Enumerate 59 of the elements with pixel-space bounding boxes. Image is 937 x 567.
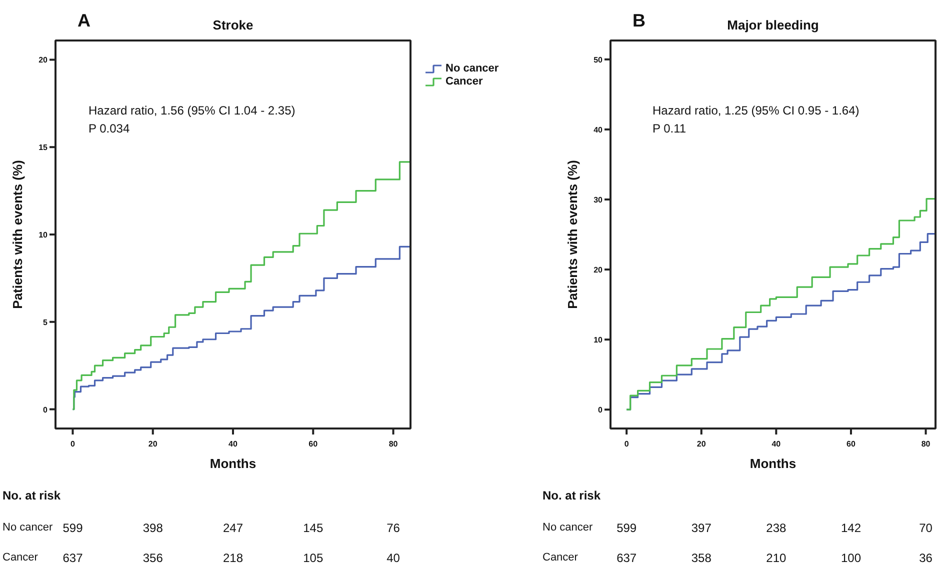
y-tick-label: 20 — [38, 56, 48, 65]
chart-subtitle: B — [632, 10, 646, 30]
text: 398 — [142, 521, 164, 535]
y-axis-title: Patients with events (%) — [565, 160, 580, 309]
text: 100 — [840, 551, 862, 565]
text: No. at risk — [542, 488, 601, 502]
x-tick-label: 20 — [696, 440, 706, 448]
legend-label: Cancer — [446, 76, 484, 88]
y-tick-label: 20 — [594, 266, 604, 275]
y-axis-title: Patients with events (%) — [10, 160, 25, 309]
y-tick-label: 5 — [43, 318, 48, 327]
x-tick-label: 80 — [921, 440, 931, 448]
text: 210 — [766, 551, 787, 565]
x-tick-label: 60 — [308, 440, 318, 448]
annotation: Hazard ratio, 1.56 (95% CI 1.04 - 2.35) P 0.034 — [88, 104, 296, 136]
x-tick-label: 40 — [228, 440, 238, 448]
y-tick-label: 10 — [594, 336, 604, 345]
x-tick-label: 20 — [148, 440, 158, 448]
annotation: Hazard ratio, 1.25 (95% CI 0.95 - 1.64) P 0.11 — [652, 104, 860, 136]
text: 218 — [222, 551, 244, 565]
x-axis-title: Months — [750, 456, 796, 471]
y-tick-label: 50 — [594, 55, 604, 64]
x-tick-label: 0 — [624, 440, 630, 448]
text: 637 — [62, 551, 84, 565]
text: No cancer — [542, 522, 593, 534]
chart-title: Stroke — [212, 18, 254, 32]
chart-title: Major bleeding — [727, 18, 819, 32]
text: 356 — [142, 551, 164, 565]
y-tick-label: 40 — [594, 125, 604, 134]
x-tick-label: 0 — [70, 440, 76, 448]
x-axis-title: Months — [210, 456, 256, 471]
chart-subtitle: A — [78, 10, 90, 30]
y-tick-label: 0 — [598, 406, 604, 415]
text: 637 — [616, 551, 637, 565]
text: 142 — [840, 521, 862, 535]
text: 599 — [616, 521, 637, 535]
text: 76 — [386, 521, 400, 535]
x-tick-label: 80 — [388, 440, 398, 448]
legend-label: No cancer — [446, 62, 500, 74]
text: No. at risk — [2, 488, 61, 502]
text: 145 — [303, 521, 324, 535]
text: 105 — [303, 551, 324, 565]
text: 36 — [919, 551, 933, 565]
text: 247 — [222, 521, 244, 535]
y-tick-label: 10 — [38, 230, 48, 240]
text: 397 — [691, 521, 712, 535]
text: Cancer — [542, 552, 578, 564]
text: Cancer — [2, 552, 38, 564]
y-tick-label: 0 — [43, 405, 48, 414]
text: 358 — [691, 551, 712, 565]
y-tick-label: 15 — [38, 143, 48, 152]
text: 40 — [386, 551, 400, 565]
text: 599 — [62, 521, 84, 535]
text: 70 — [919, 521, 933, 535]
x-tick-label: 40 — [772, 440, 782, 448]
x-tick-label: 60 — [846, 440, 856, 448]
text: 238 — [766, 521, 787, 535]
text: No cancer — [2, 522, 53, 534]
y-tick-label: 30 — [594, 195, 604, 204]
